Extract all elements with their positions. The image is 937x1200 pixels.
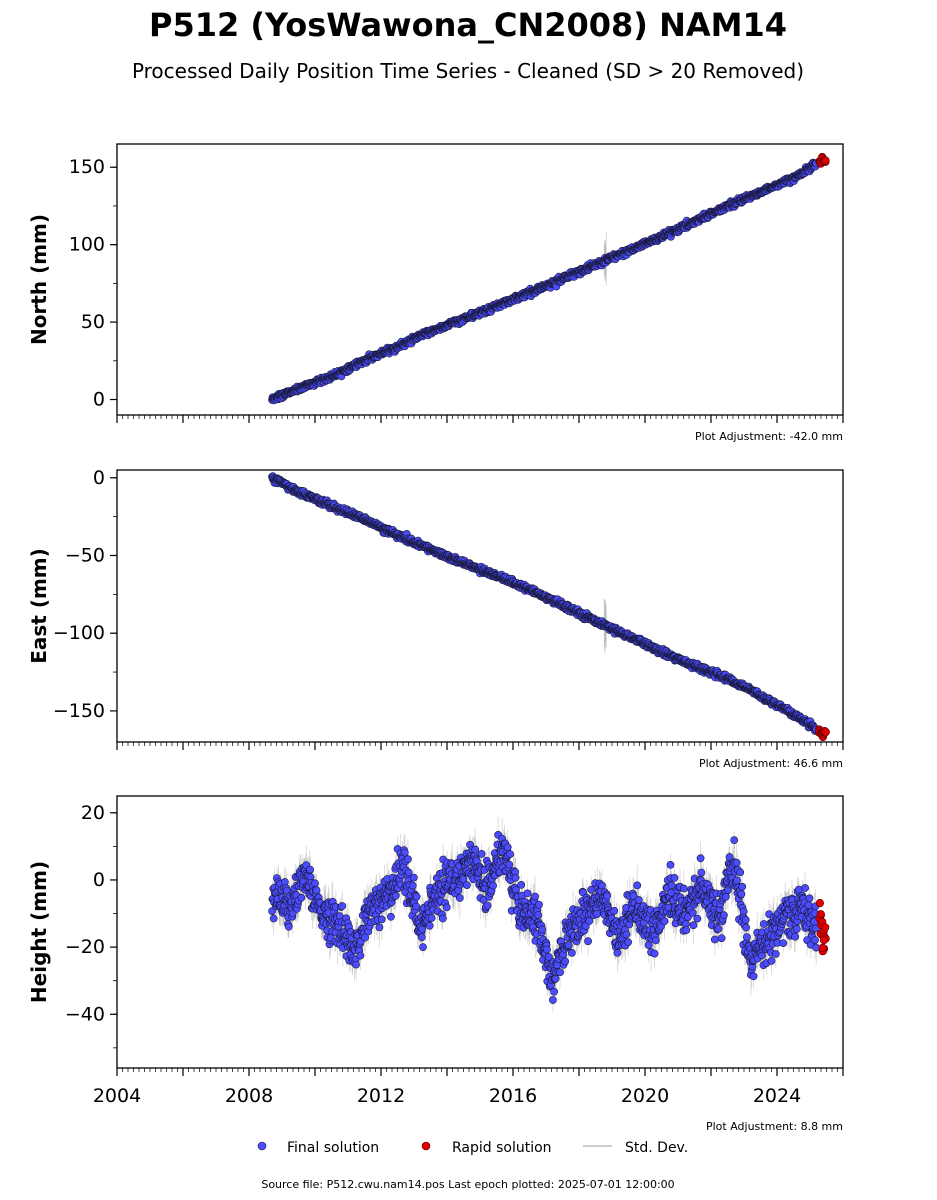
plot-frame-north <box>116 143 844 416</box>
chart-title: P512 (YosWawona_CN2008) NAM14 <box>149 6 787 44</box>
final-points-east <box>268 472 821 735</box>
y-axis-label-north: North (mm) <box>27 214 51 345</box>
final-points-north <box>268 158 821 405</box>
rapid-point <box>821 156 830 165</box>
panel-north: 0 50 100 150 North (mm) Plot Adjustment: -42.… <box>27 143 844 443</box>
plot-adjustment-north: Plot Adjustment: -42.0 mm <box>695 430 843 443</box>
y-tick-label: 50 <box>81 311 105 333</box>
plot-panels: 0 50 100 150 North (mm) Plot Adjustment: -42.… <box>27 143 844 1133</box>
y-tick-label: 150 <box>69 156 105 178</box>
y-tick-label: 0 <box>93 389 105 411</box>
rapid-points-north <box>815 152 830 168</box>
y-tick-label: 100 <box>69 234 105 256</box>
chart-subtitle: Processed Daily Position Time Series - C… <box>132 59 804 83</box>
